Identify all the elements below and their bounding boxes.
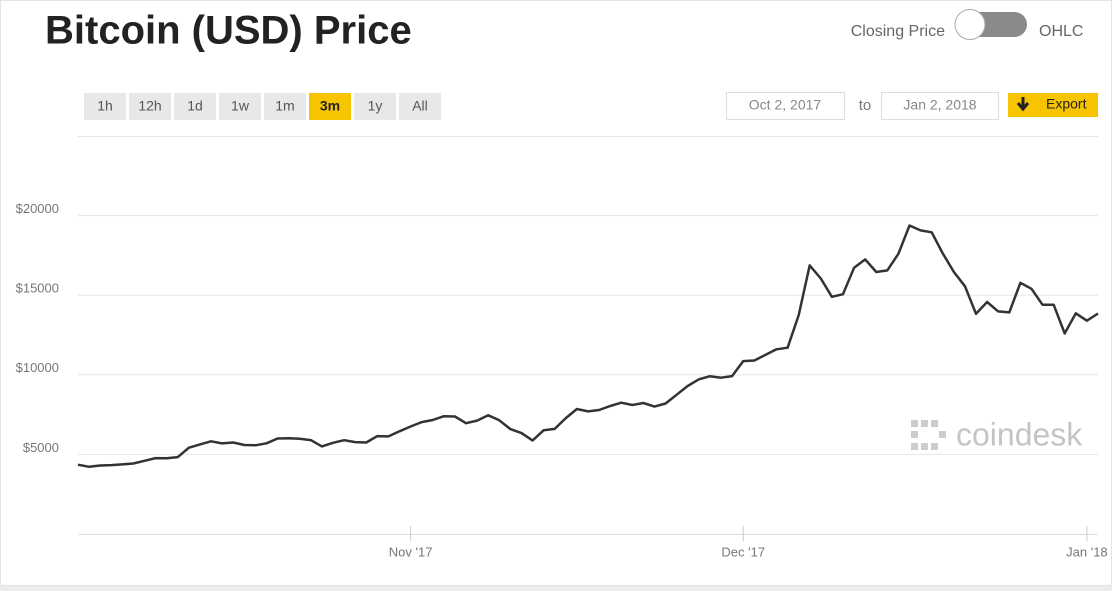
chart-title: Bitcoin (USD) Price	[45, 9, 412, 53]
date-input[interactable]	[881, 92, 999, 120]
range-button-bg	[309, 93, 351, 120]
watermark-logo	[911, 420, 946, 450]
x-tick-label: Dec '17	[721, 544, 765, 559]
range-button-bg	[354, 93, 396, 120]
export-icon	[1016, 97, 1030, 112]
range-button-bg	[129, 93, 171, 120]
toggle-knob	[954, 9, 986, 40]
watermark-text: coindesk	[956, 416, 1083, 452]
range-button-bg	[174, 93, 216, 120]
export-label: Export	[1046, 96, 1087, 112]
watermark: coindesk	[911, 416, 1083, 452]
range-buttons: 1h 12h 1d 1w 1m 3m 1y All	[84, 93, 441, 120]
range-button-bg	[219, 93, 261, 120]
range-button-label: 1h	[97, 98, 113, 114]
range-button-bg	[84, 93, 126, 120]
date-to: Jan 2, 2018	[903, 97, 976, 113]
range-button-label: All	[412, 98, 428, 114]
date-from: Oct 2, 2017	[749, 97, 822, 113]
export-button[interactable]: Export	[1008, 93, 1098, 117]
range-button[interactable]: 1w	[219, 93, 261, 120]
date-separator: to	[859, 97, 872, 114]
toggle-label: Closing Price	[851, 23, 945, 40]
plot: $5000 $10000 $15000 $20000 Nov '17 Dec '17 Jan…	[16, 201, 1108, 559]
range-button-bg	[399, 93, 441, 120]
y-tick-label: $10000	[16, 360, 59, 375]
toggle[interactable]	[954, 9, 1027, 40]
date-input[interactable]	[726, 92, 845, 120]
range-button[interactable]: All	[399, 93, 441, 120]
range-button[interactable]: 1d	[174, 93, 216, 120]
range-button-label: 3m	[320, 98, 340, 114]
range-button[interactable]: 1h	[84, 93, 126, 120]
price-line	[77, 224, 1099, 469]
y-tick-label: $15000	[16, 281, 59, 296]
range-button[interactable]: 1y	[354, 93, 396, 120]
range-button[interactable]: 1m	[264, 93, 306, 120]
range-button-label: 12h	[138, 98, 161, 114]
toggle-label: OHLC	[1039, 23, 1083, 40]
x-tick-label: Jan '18	[1066, 544, 1108, 559]
range-button[interactable]: 12h	[129, 93, 171, 120]
bottom-bar	[0, 586, 1112, 591]
y-tick-label: $5000	[23, 440, 59, 455]
x-tick-label: Nov '17	[389, 544, 433, 559]
range-button-label: 1m	[275, 98, 294, 114]
range-button[interactable]: 3m	[309, 93, 351, 120]
y-tick-label: $20000	[16, 201, 59, 216]
range-button-label: 1y	[368, 98, 383, 114]
range-button-label: 1d	[187, 98, 203, 114]
range-button-label: 1w	[231, 98, 250, 114]
range-button-bg	[264, 93, 306, 120]
